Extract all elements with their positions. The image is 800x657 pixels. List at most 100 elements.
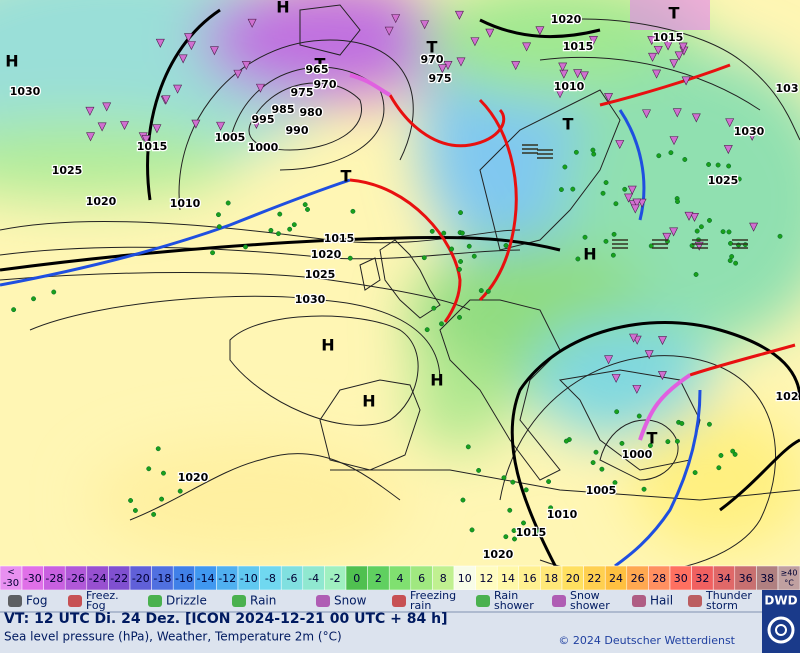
snow-shower-symbol <box>672 108 682 118</box>
rain-symbol <box>503 534 509 540</box>
scale-label: 16 <box>523 572 537 585</box>
legend-label: Fog <box>86 599 106 612</box>
rain-symbol <box>726 163 732 169</box>
snow-shower-symbol <box>251 119 261 129</box>
rain-symbol <box>347 255 353 261</box>
isobar-label: 975 <box>429 72 452 85</box>
rain-symbol <box>507 507 513 513</box>
rain-symbol <box>614 409 620 415</box>
rain-symbol <box>155 446 161 452</box>
scale-label: 34 <box>717 572 731 585</box>
rain-symbol <box>613 201 619 207</box>
rain-symbol <box>305 207 310 212</box>
rain-symbol <box>590 147 596 153</box>
isobar-label: 970 <box>421 53 444 66</box>
rain-symbol <box>716 465 722 471</box>
pressure-center: H <box>362 392 375 411</box>
rain-symbol <box>726 229 732 235</box>
legend-icon <box>316 595 330 607</box>
rain-symbol <box>665 439 671 445</box>
pressure-center: T <box>647 429 658 448</box>
scale-label: 32 <box>695 572 709 585</box>
scale-label: 20 <box>566 572 580 585</box>
rain-symbol <box>51 289 57 295</box>
scale-label: -10 <box>240 572 258 585</box>
logo-icon <box>775 624 787 636</box>
rain-symbol <box>466 243 472 249</box>
rain-symbol <box>476 467 482 473</box>
isobar-label: 1005 <box>215 131 246 144</box>
rain-symbol <box>431 305 437 311</box>
legend-label: Freezing <box>410 589 456 602</box>
snow-shower-symbol <box>588 36 598 45</box>
scale-label: -30 <box>3 578 19 589</box>
rain-symbol <box>610 252 616 258</box>
scale-label: -6 <box>287 572 298 585</box>
snow-shower-symbol <box>141 135 151 145</box>
isobar-label: 1020 <box>311 248 342 261</box>
rain-symbol <box>441 230 447 236</box>
snow-shower-symbol <box>173 84 183 94</box>
snow-shower-symbol <box>456 57 466 67</box>
weather-legend: Fog Freez.Fog Drizzle Rain Snow FreezingrainR… <box>8 589 752 612</box>
snow-shower-symbol <box>216 121 226 131</box>
snow-shower-symbol <box>747 131 757 141</box>
scale-label: °C <box>784 579 794 588</box>
snow-shower-symbol <box>485 28 495 38</box>
rain-symbol <box>707 217 712 223</box>
isobar-label: 1005 <box>586 484 617 497</box>
isobar-label: 980 <box>300 106 323 119</box>
isobar-label: 1015 <box>516 526 547 539</box>
rain-symbol <box>693 272 699 277</box>
legend-label: shower <box>494 599 534 612</box>
snow-shower-symbol <box>391 14 401 24</box>
scale-label: -4 <box>308 572 319 585</box>
pressure-center: T <box>341 167 352 186</box>
snow-shower-symbol <box>723 145 733 155</box>
scale-label: -12 <box>218 572 236 585</box>
legend-label: storm <box>706 599 738 612</box>
pressure-center: T <box>315 55 326 74</box>
isobar-label: 1025 <box>708 174 739 187</box>
rain-symbol <box>225 200 231 206</box>
legend-label: Snow <box>334 594 367 608</box>
isobar-label: 1020 <box>178 471 209 484</box>
rain-symbol <box>471 253 477 259</box>
scale-label: -24 <box>89 572 107 585</box>
snow-shower-symbol <box>511 61 521 71</box>
snow-shower-symbol <box>669 227 679 237</box>
rain-symbol <box>706 421 712 427</box>
isobar-label: 995 <box>252 113 275 126</box>
warm-front <box>689 343 796 377</box>
cold-front <box>0 178 351 287</box>
rain-symbol <box>718 453 724 458</box>
isobar-label: 1020 <box>483 548 514 561</box>
isobar-label: 1000 <box>248 141 279 154</box>
scale-label: 4 <box>397 572 404 585</box>
snow-shower-symbol <box>152 124 162 134</box>
snow-shower-symbol <box>384 26 394 36</box>
snow-shower-symbol <box>642 109 651 119</box>
legend-label: Freez. <box>86 589 119 602</box>
legend-label: shower <box>570 599 610 612</box>
snow-shower-symbol <box>555 89 565 99</box>
logo-text: DWD <box>764 594 797 608</box>
rain-symbol <box>159 496 165 502</box>
snow-shower-symbol <box>191 119 201 129</box>
rain-symbol <box>599 466 605 472</box>
rain-symbol <box>682 157 688 162</box>
snow-shower-symbol <box>663 41 673 51</box>
isobar-label: 1010 <box>547 508 578 521</box>
isobar-label: 1015 <box>324 232 355 245</box>
isobar-label: 990 <box>286 124 309 137</box>
snow-shower-symbol <box>629 333 639 343</box>
snow-shower-symbol <box>97 122 107 132</box>
rain-symbol <box>777 233 783 239</box>
rain-symbol <box>729 254 735 259</box>
snow-shower-symbol <box>470 37 480 47</box>
rain-symbol <box>243 244 248 250</box>
rain-symbol <box>692 470 698 476</box>
pressure-center: H <box>583 245 596 264</box>
